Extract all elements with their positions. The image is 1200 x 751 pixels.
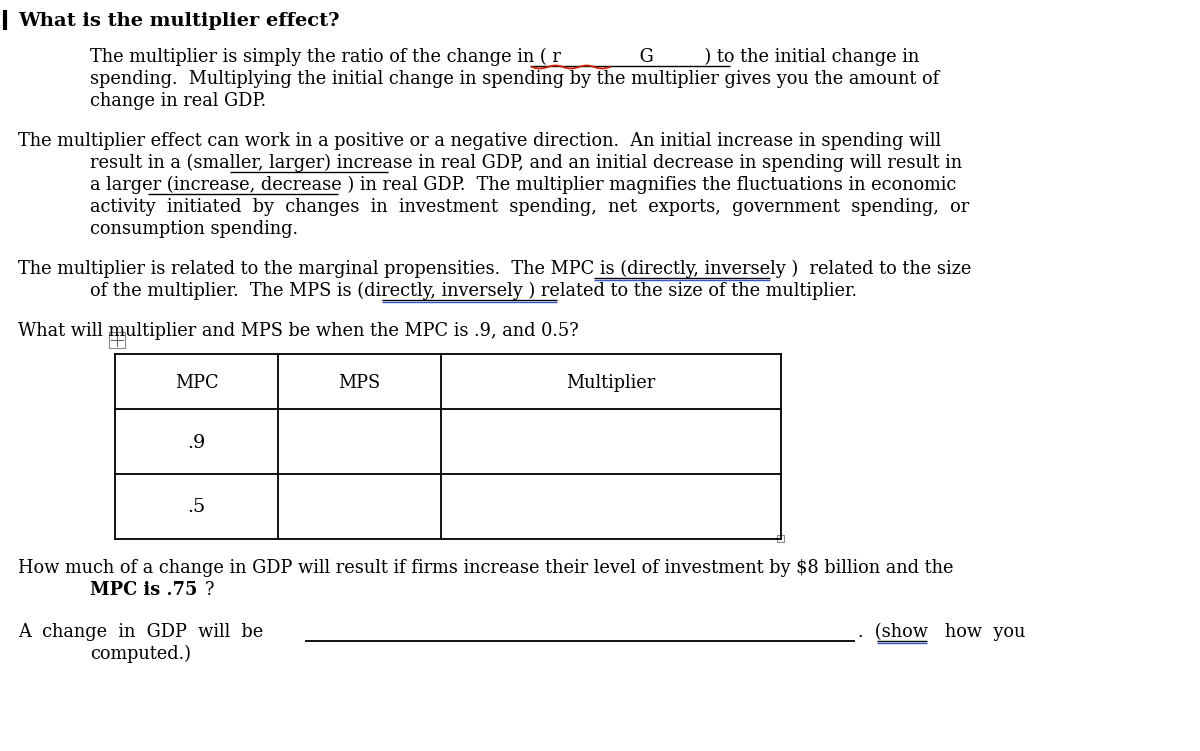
Text: What will multiplier and MPS be when the MPC is .9, and 0.5?: What will multiplier and MPS be when the… [18, 322, 578, 340]
Text: .  (show   how  you: . (show how you [858, 623, 1025, 641]
Text: spending.  Multiplying the initial change in spending by the multiplier gives yo: spending. Multiplying the initial change… [90, 70, 940, 88]
Text: .9: .9 [187, 433, 205, 451]
Text: Multiplier: Multiplier [566, 373, 655, 391]
Text: activity  initiated  by  changes  in  investment  spending,  net  exports,  gove: activity initiated by changes in investm… [90, 198, 970, 216]
Text: of the multiplier.  The MPS is (directly, inversely ) related to the size of the: of the multiplier. The MPS is (directly,… [90, 282, 857, 300]
Text: MPC: MPC [175, 373, 218, 391]
Text: MPC is .75: MPC is .75 [90, 581, 197, 599]
Bar [109, 332, 125, 348]
Text: How much of a change in GDP will result if firms increase their level of investm: How much of a change in GDP will result … [18, 559, 954, 577]
Text: consumption spending.: consumption spending. [90, 220, 298, 238]
Text: MPS: MPS [338, 373, 380, 391]
Text: .5: .5 [187, 499, 205, 517]
Bar [778, 535, 784, 542]
Text: What is the multiplier effect?: What is the multiplier effect? [18, 12, 340, 30]
Text: ?: ? [205, 581, 215, 599]
Text: result in a (smaller, larger) increase in real GDP, and an initial decrease in s: result in a (smaller, larger) increase i… [90, 154, 962, 172]
Text: A  change  in  GDP  will  be: A change in GDP will be [18, 623, 263, 641]
Text: change in real GDP.: change in real GDP. [90, 92, 266, 110]
Text: The multiplier is simply the ratio of the change in ( r              G         ): The multiplier is simply the ratio of th… [90, 48, 919, 66]
Text: a larger (increase, decrease ) in real GDP.  The multiplier magnifies the fluctu: a larger (increase, decrease ) in real G… [90, 176, 956, 195]
Text: The multiplier effect can work in a positive or a negative direction.  An initia: The multiplier effect can work in a posi… [18, 132, 941, 150]
Text: computed.): computed.) [90, 645, 191, 663]
Text: The multiplier is related to the marginal propensities.  The MPC is (directly, i: The multiplier is related to the margina… [18, 260, 971, 279]
